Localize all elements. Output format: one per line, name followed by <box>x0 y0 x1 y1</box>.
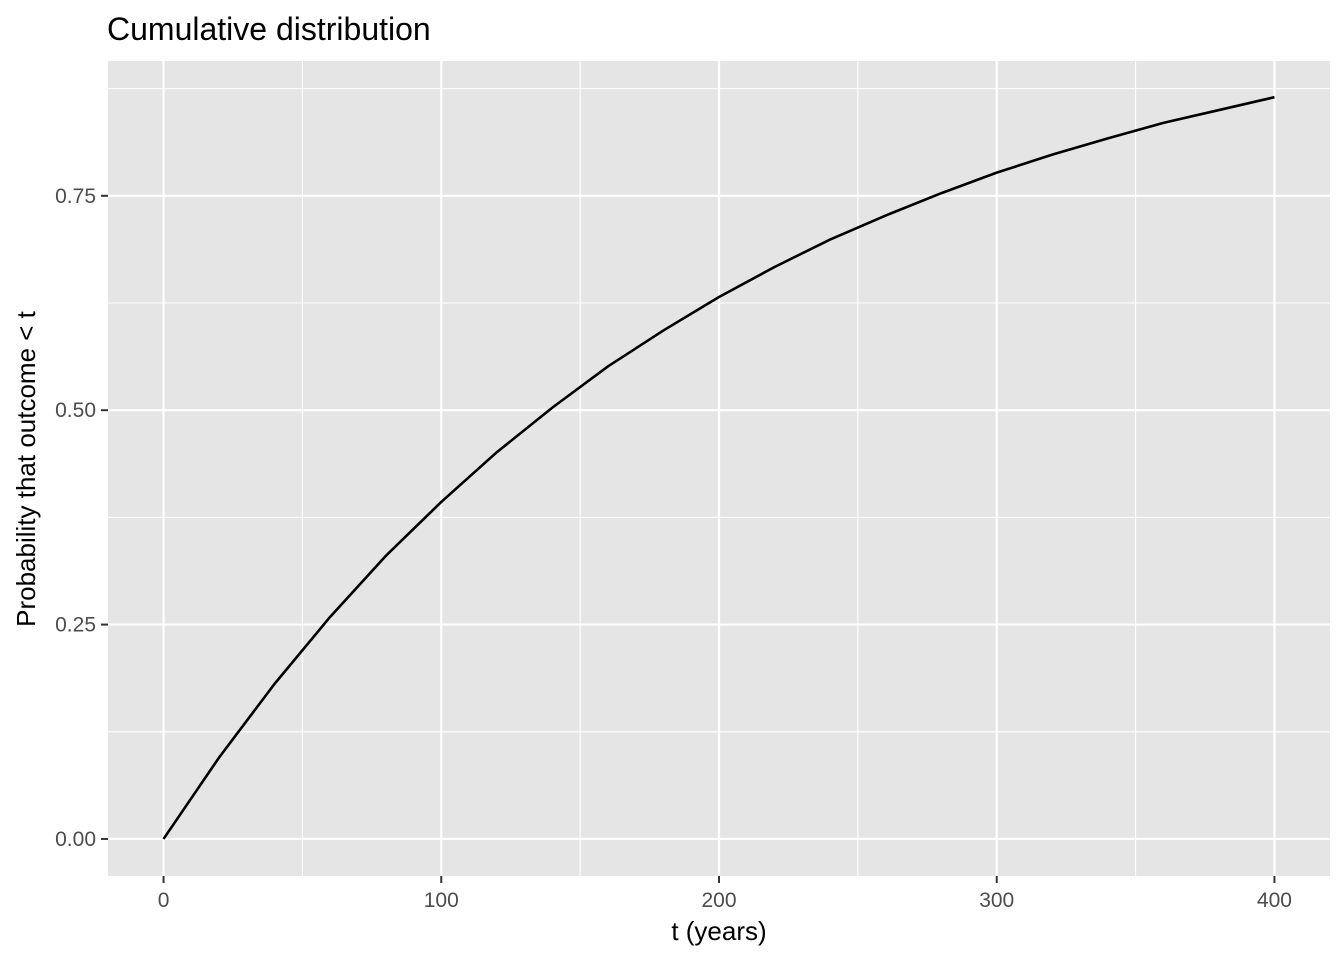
y-axis: 0.00 0.25 0.50 0.75 <box>55 185 108 851</box>
cdf-line-series-0 <box>162 95 1275 840</box>
x-axis-title: t (years) <box>671 916 766 946</box>
x-tick-label: 400 <box>1257 889 1292 912</box>
y-tick-label: 0.00 <box>55 828 96 851</box>
major-gridlines <box>108 61 1330 876</box>
x-axis: 0 100 200 300 400 <box>158 876 1292 912</box>
y-tick-label: 0.75 <box>55 185 96 208</box>
series-layer <box>162 95 1275 840</box>
x-tick-label: 200 <box>701 889 736 912</box>
y-axis-title: Probability that outcome < t <box>11 310 41 627</box>
x-tick-label: 100 <box>424 889 459 912</box>
y-tick-label: 0.50 <box>55 399 96 422</box>
y-tick-label: 0.25 <box>55 614 96 637</box>
x-tick-label: 0 <box>158 889 170 912</box>
chart-title: Cumulative distribution <box>107 11 431 47</box>
x-tick-label: 300 <box>979 889 1014 912</box>
